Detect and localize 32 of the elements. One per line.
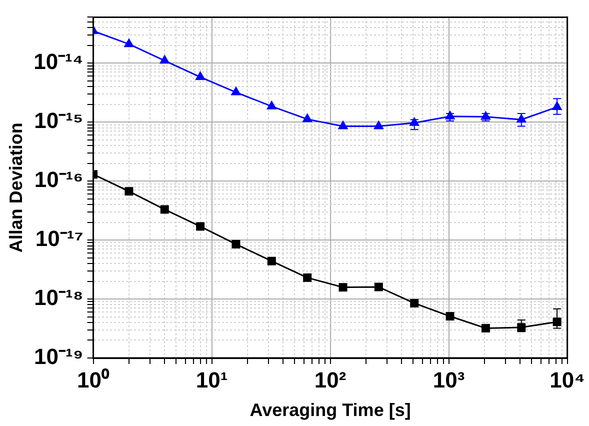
y-tick-label: 10⁻¹⁶	[34, 167, 84, 192]
point	[302, 113, 313, 122]
y-tick-label: 10⁻¹⁹	[34, 344, 84, 370]
point	[232, 240, 240, 248]
point	[303, 273, 312, 282]
y-tick-label: 10⁻¹⁵	[34, 108, 84, 134]
point	[124, 38, 134, 48]
point	[160, 205, 169, 214]
point	[124, 187, 134, 196]
point	[446, 312, 454, 321]
point	[373, 120, 384, 130]
point	[338, 120, 348, 130]
point	[196, 222, 205, 231]
x-axis-title: Averaging Time [s]	[250, 400, 411, 420]
x-tick-label: 10⁴	[550, 367, 586, 392]
point	[481, 324, 490, 332]
x-tick-label: 10³	[432, 367, 465, 392]
y-tick-label: 10⁻¹⁴	[34, 49, 84, 74]
x-tick-label: 10¹	[196, 367, 228, 392]
point	[410, 298, 419, 308]
y-tick-label: 10⁻¹⁸	[34, 285, 84, 310]
point	[195, 71, 206, 80]
y-tick-label: 10⁻¹⁷	[35, 226, 84, 252]
point	[338, 283, 348, 292]
point	[266, 100, 277, 110]
point	[159, 54, 170, 64]
x-tick-label: 10⁰	[77, 367, 110, 392]
y-axis-title: Allan Deviation	[6, 122, 26, 253]
point	[374, 282, 383, 292]
point	[267, 256, 276, 266]
x-tick-label: 10²	[314, 367, 346, 392]
point	[230, 86, 242, 96]
